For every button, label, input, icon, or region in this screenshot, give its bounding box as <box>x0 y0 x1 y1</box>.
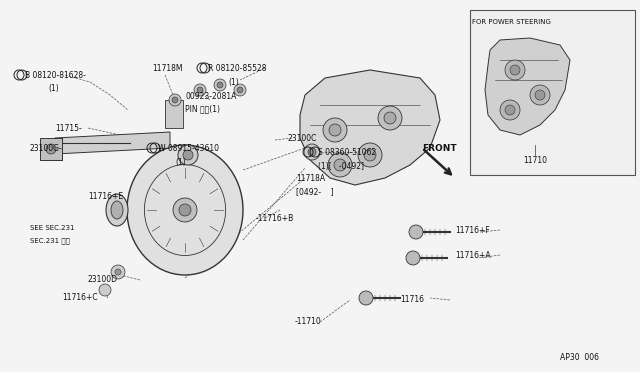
Text: (1)[   -0492]: (1)[ -0492] <box>318 161 364 170</box>
Circle shape <box>304 144 320 160</box>
Circle shape <box>169 94 181 106</box>
Circle shape <box>46 144 56 154</box>
Text: 11716: 11716 <box>400 295 424 305</box>
Circle shape <box>409 225 423 239</box>
Text: 11710: 11710 <box>523 155 547 164</box>
Circle shape <box>111 265 125 279</box>
Circle shape <box>406 251 420 265</box>
Circle shape <box>173 198 197 222</box>
Text: W 08915-43610: W 08915-43610 <box>158 144 219 153</box>
Circle shape <box>328 153 352 177</box>
Text: 23100C: 23100C <box>287 134 316 142</box>
Text: 00923-2081A: 00923-2081A <box>185 92 236 100</box>
Text: SEE SEC.231: SEE SEC.231 <box>30 225 74 231</box>
Text: PIN ピン(1): PIN ピン(1) <box>185 105 220 113</box>
Circle shape <box>384 112 396 124</box>
Circle shape <box>115 269 121 275</box>
Text: [0492-    ]: [0492- ] <box>296 187 333 196</box>
Circle shape <box>358 143 382 167</box>
Bar <box>165 100 183 128</box>
Circle shape <box>197 87 203 93</box>
Circle shape <box>329 124 341 136</box>
Circle shape <box>237 87 243 93</box>
Text: 11716+A: 11716+A <box>455 250 491 260</box>
Text: -11716+B: -11716+B <box>256 214 294 222</box>
Text: R 08120-85528: R 08120-85528 <box>208 64 266 73</box>
Circle shape <box>217 82 223 88</box>
Circle shape <box>234 84 246 96</box>
Circle shape <box>505 105 515 115</box>
Circle shape <box>194 84 206 96</box>
Circle shape <box>308 148 316 156</box>
Text: 11716+F: 11716+F <box>455 225 490 234</box>
Text: SEC.231 番図: SEC.231 番図 <box>30 238 70 244</box>
Text: (1): (1) <box>228 77 239 87</box>
Circle shape <box>334 159 346 171</box>
Circle shape <box>535 90 545 100</box>
Text: FRONT: FRONT <box>422 144 456 153</box>
Text: 11715-: 11715- <box>55 124 82 132</box>
Circle shape <box>378 106 402 130</box>
Text: -11710: -11710 <box>295 317 322 327</box>
Circle shape <box>530 85 550 105</box>
Text: S 08360-51062: S 08360-51062 <box>318 148 376 157</box>
Text: B 08120-81628-: B 08120-81628- <box>25 71 86 80</box>
Circle shape <box>99 284 111 296</box>
Ellipse shape <box>127 145 243 275</box>
Text: 11716+C: 11716+C <box>62 294 98 302</box>
Circle shape <box>178 145 198 165</box>
Ellipse shape <box>106 194 128 226</box>
Polygon shape <box>485 38 570 135</box>
Circle shape <box>183 150 193 160</box>
Text: FOR POWER STEERING: FOR POWER STEERING <box>472 19 551 25</box>
Circle shape <box>179 204 191 216</box>
Circle shape <box>323 118 347 142</box>
Circle shape <box>214 79 226 91</box>
Text: 23100G-: 23100G- <box>30 144 63 153</box>
Circle shape <box>172 97 178 103</box>
Polygon shape <box>300 70 440 185</box>
Circle shape <box>510 65 520 75</box>
Circle shape <box>500 100 520 120</box>
Text: (1): (1) <box>175 157 186 167</box>
Ellipse shape <box>111 201 123 219</box>
Text: 23100D: 23100D <box>88 276 118 285</box>
Circle shape <box>359 291 373 305</box>
Text: AP30  006: AP30 006 <box>560 353 599 362</box>
Circle shape <box>364 149 376 161</box>
Circle shape <box>505 60 525 80</box>
Text: (1): (1) <box>48 83 59 93</box>
Bar <box>40 138 62 160</box>
Bar <box>470 10 635 175</box>
Polygon shape <box>55 132 170 154</box>
Text: 11716+E: 11716+E <box>88 192 123 201</box>
Text: 11718M: 11718M <box>152 64 182 73</box>
Text: 11718A: 11718A <box>296 173 325 183</box>
